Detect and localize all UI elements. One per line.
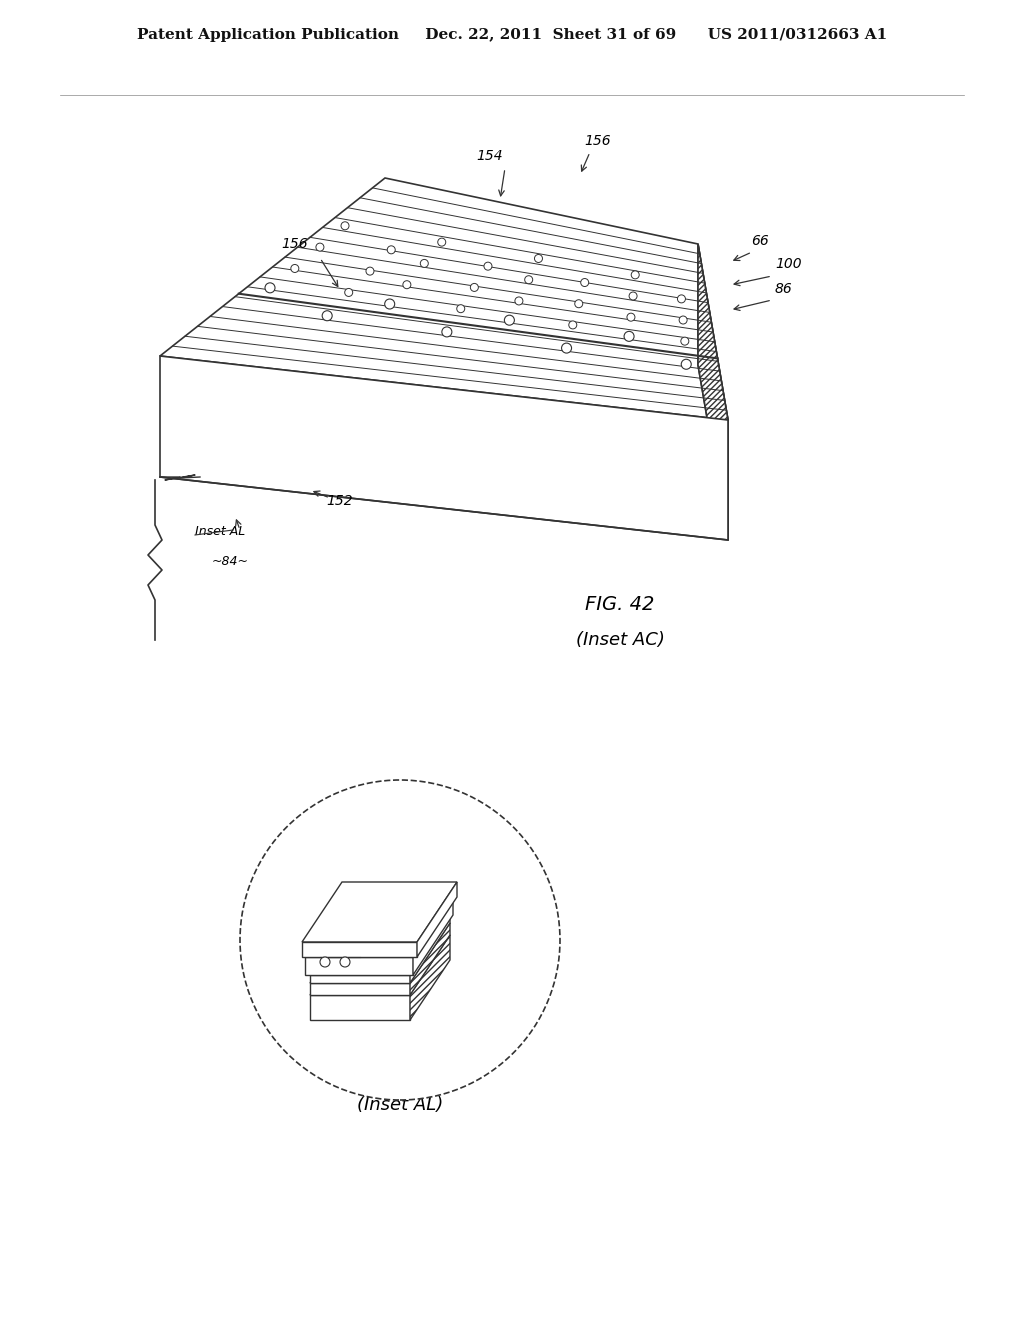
Text: (Inset AL): (Inset AL) (357, 1096, 443, 1114)
Circle shape (631, 271, 639, 279)
Text: 86: 86 (775, 282, 793, 296)
Circle shape (515, 297, 523, 305)
Circle shape (681, 359, 691, 370)
Circle shape (561, 343, 571, 352)
Polygon shape (698, 244, 728, 540)
Polygon shape (310, 915, 450, 975)
Text: FIG. 42: FIG. 42 (586, 595, 654, 614)
Polygon shape (410, 935, 450, 1020)
Circle shape (535, 255, 543, 263)
Circle shape (581, 279, 589, 286)
Polygon shape (413, 898, 453, 975)
Text: (Inset AC): (Inset AC) (575, 631, 665, 649)
Circle shape (345, 289, 352, 297)
Circle shape (629, 292, 637, 300)
Text: 154: 154 (403, 826, 427, 840)
Polygon shape (160, 178, 728, 420)
Polygon shape (310, 923, 450, 983)
Circle shape (385, 300, 394, 309)
Polygon shape (698, 244, 728, 540)
Circle shape (679, 315, 687, 323)
Text: 66: 66 (752, 234, 769, 248)
Circle shape (678, 294, 685, 302)
Polygon shape (310, 975, 410, 983)
Circle shape (524, 276, 532, 284)
Circle shape (505, 315, 514, 325)
Circle shape (265, 282, 275, 293)
Circle shape (484, 263, 492, 271)
Circle shape (437, 238, 445, 246)
Polygon shape (417, 882, 457, 957)
Text: 156: 156 (282, 238, 308, 251)
Circle shape (387, 246, 395, 253)
Circle shape (366, 267, 374, 275)
Circle shape (574, 300, 583, 308)
Circle shape (420, 260, 428, 268)
Circle shape (568, 321, 577, 329)
Text: 154: 154 (477, 149, 504, 162)
Text: 156: 156 (268, 920, 292, 933)
Polygon shape (302, 942, 417, 957)
Text: 100: 100 (775, 257, 802, 271)
Text: 100: 100 (474, 966, 498, 979)
Polygon shape (310, 935, 450, 995)
Text: 156: 156 (585, 135, 611, 148)
Text: 153: 153 (380, 1049, 404, 1063)
Circle shape (402, 281, 411, 289)
Text: FIG. 43: FIG. 43 (366, 1065, 434, 1084)
Text: ~84~: ~84~ (212, 554, 249, 568)
Text: 86: 86 (474, 979, 490, 993)
Circle shape (291, 264, 299, 272)
Text: 152: 152 (327, 494, 353, 508)
Polygon shape (305, 898, 453, 957)
Polygon shape (410, 915, 450, 983)
Polygon shape (310, 995, 410, 1020)
Circle shape (470, 284, 478, 292)
Polygon shape (410, 923, 450, 995)
Polygon shape (310, 983, 410, 995)
Text: Inset AL: Inset AL (195, 525, 246, 539)
Circle shape (681, 337, 689, 345)
Text: Patent Application Publication     Dec. 22, 2011  Sheet 31 of 69      US 2011/03: Patent Application Publication Dec. 22, … (137, 28, 887, 42)
Circle shape (340, 957, 350, 968)
Text: 152: 152 (378, 954, 402, 968)
Circle shape (442, 327, 452, 337)
Circle shape (341, 222, 349, 230)
Polygon shape (305, 957, 413, 975)
Circle shape (316, 243, 324, 251)
Circle shape (457, 305, 465, 313)
Circle shape (319, 957, 330, 968)
Text: 84: 84 (474, 995, 490, 1008)
Polygon shape (302, 882, 457, 942)
Circle shape (240, 780, 560, 1100)
Circle shape (323, 310, 332, 321)
Polygon shape (160, 356, 728, 540)
Circle shape (624, 331, 634, 342)
Circle shape (627, 313, 635, 321)
